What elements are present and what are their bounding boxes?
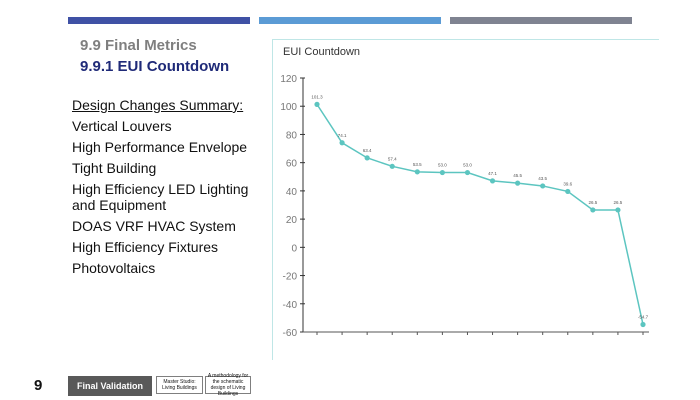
subsection-title: 9.9.1 EUI Countdown: [80, 58, 230, 75]
data-label: 26.5: [588, 200, 597, 205]
data-label: 47.1: [488, 171, 497, 176]
data-point: [515, 180, 521, 186]
header-accent-bar-1: [68, 17, 250, 24]
summary-item: High Efficiency LED Lighting and Equipme…: [72, 181, 249, 213]
data-label: 53.0: [463, 163, 472, 168]
y-tick-label: 80: [286, 130, 298, 141]
y-tick-label: 60: [286, 159, 298, 170]
methodology-box: A methodology for the schematic design o…: [205, 373, 251, 397]
page-number: 9: [34, 377, 43, 394]
summary-item: Tight Building: [72, 160, 157, 176]
header-accent-bar-2: [259, 17, 441, 24]
data-point: [439, 169, 445, 176]
summary-heading: Design Changes Summary:: [72, 97, 244, 113]
data-point: [565, 188, 571, 195]
data-point: [339, 140, 345, 146]
summary-list: Vertical Louvers High Performance Envelo…: [72, 118, 272, 276]
data-point: [464, 169, 471, 176]
summary-item: Photovoltaics: [72, 260, 156, 276]
y-tick-label: 100: [280, 102, 297, 113]
summary-item: DOAS VRF HVAC System: [72, 218, 236, 234]
eui-countdown-chart: EUI Countdown 120 100 80 60 40 20 0 -20 -40 -60 10…: [280, 46, 649, 339]
data-point: [640, 321, 646, 328]
data-point: [540, 183, 546, 189]
course-title-box: Master Studio: Living Buildings: [156, 376, 203, 394]
data-point: [364, 155, 370, 161]
summary-item: High Performance Envelope: [72, 139, 248, 155]
summary-item: High Efficiency Fixtures: [72, 239, 219, 255]
data-label: 101.3: [311, 94, 323, 99]
chart-title: EUI Countdown: [283, 46, 360, 58]
data-label: 57.4: [388, 156, 397, 161]
chapter-label: Final Validation: [68, 376, 152, 396]
chart-frame: EUI Countdown 120 100 80 60 40 20 0 -20 -40 -60 10…: [272, 39, 659, 360]
design-changes-summary: Design Changes Summary: Vertical Louvers…: [72, 97, 272, 281]
series-line: [316, 103, 644, 325]
data-label: 45.5: [513, 173, 522, 178]
data-point: [314, 101, 320, 107]
data-label: 63.4: [363, 148, 372, 153]
data-point: [414, 169, 420, 175]
data-label: 43.5: [538, 176, 547, 181]
summary-item: Vertical Louvers: [72, 118, 172, 134]
data-label: 53.0: [438, 163, 447, 168]
y-tick-label: -20: [283, 272, 298, 283]
data-label: 26.5: [614, 200, 623, 205]
y-tick-label: -40: [283, 300, 298, 311]
y-tick-label: 20: [286, 215, 298, 226]
data-point: [590, 207, 596, 213]
y-tick-label: -60: [283, 328, 298, 339]
data-label: -54.7: [638, 315, 649, 320]
y-tick-label: 120: [280, 74, 297, 85]
section-title: 9.9 Final Metrics: [80, 37, 197, 54]
data-point: [389, 163, 395, 169]
data-point: [489, 178, 496, 184]
data-label: 53.5: [413, 162, 422, 167]
data-point: [615, 207, 621, 213]
data-label: 39.6: [563, 181, 572, 186]
y-tick-label: 0: [291, 243, 297, 254]
header-accent-bar-3: [450, 17, 632, 24]
data-label: 74.1: [338, 133, 347, 138]
y-tick-label: 40: [286, 187, 298, 198]
